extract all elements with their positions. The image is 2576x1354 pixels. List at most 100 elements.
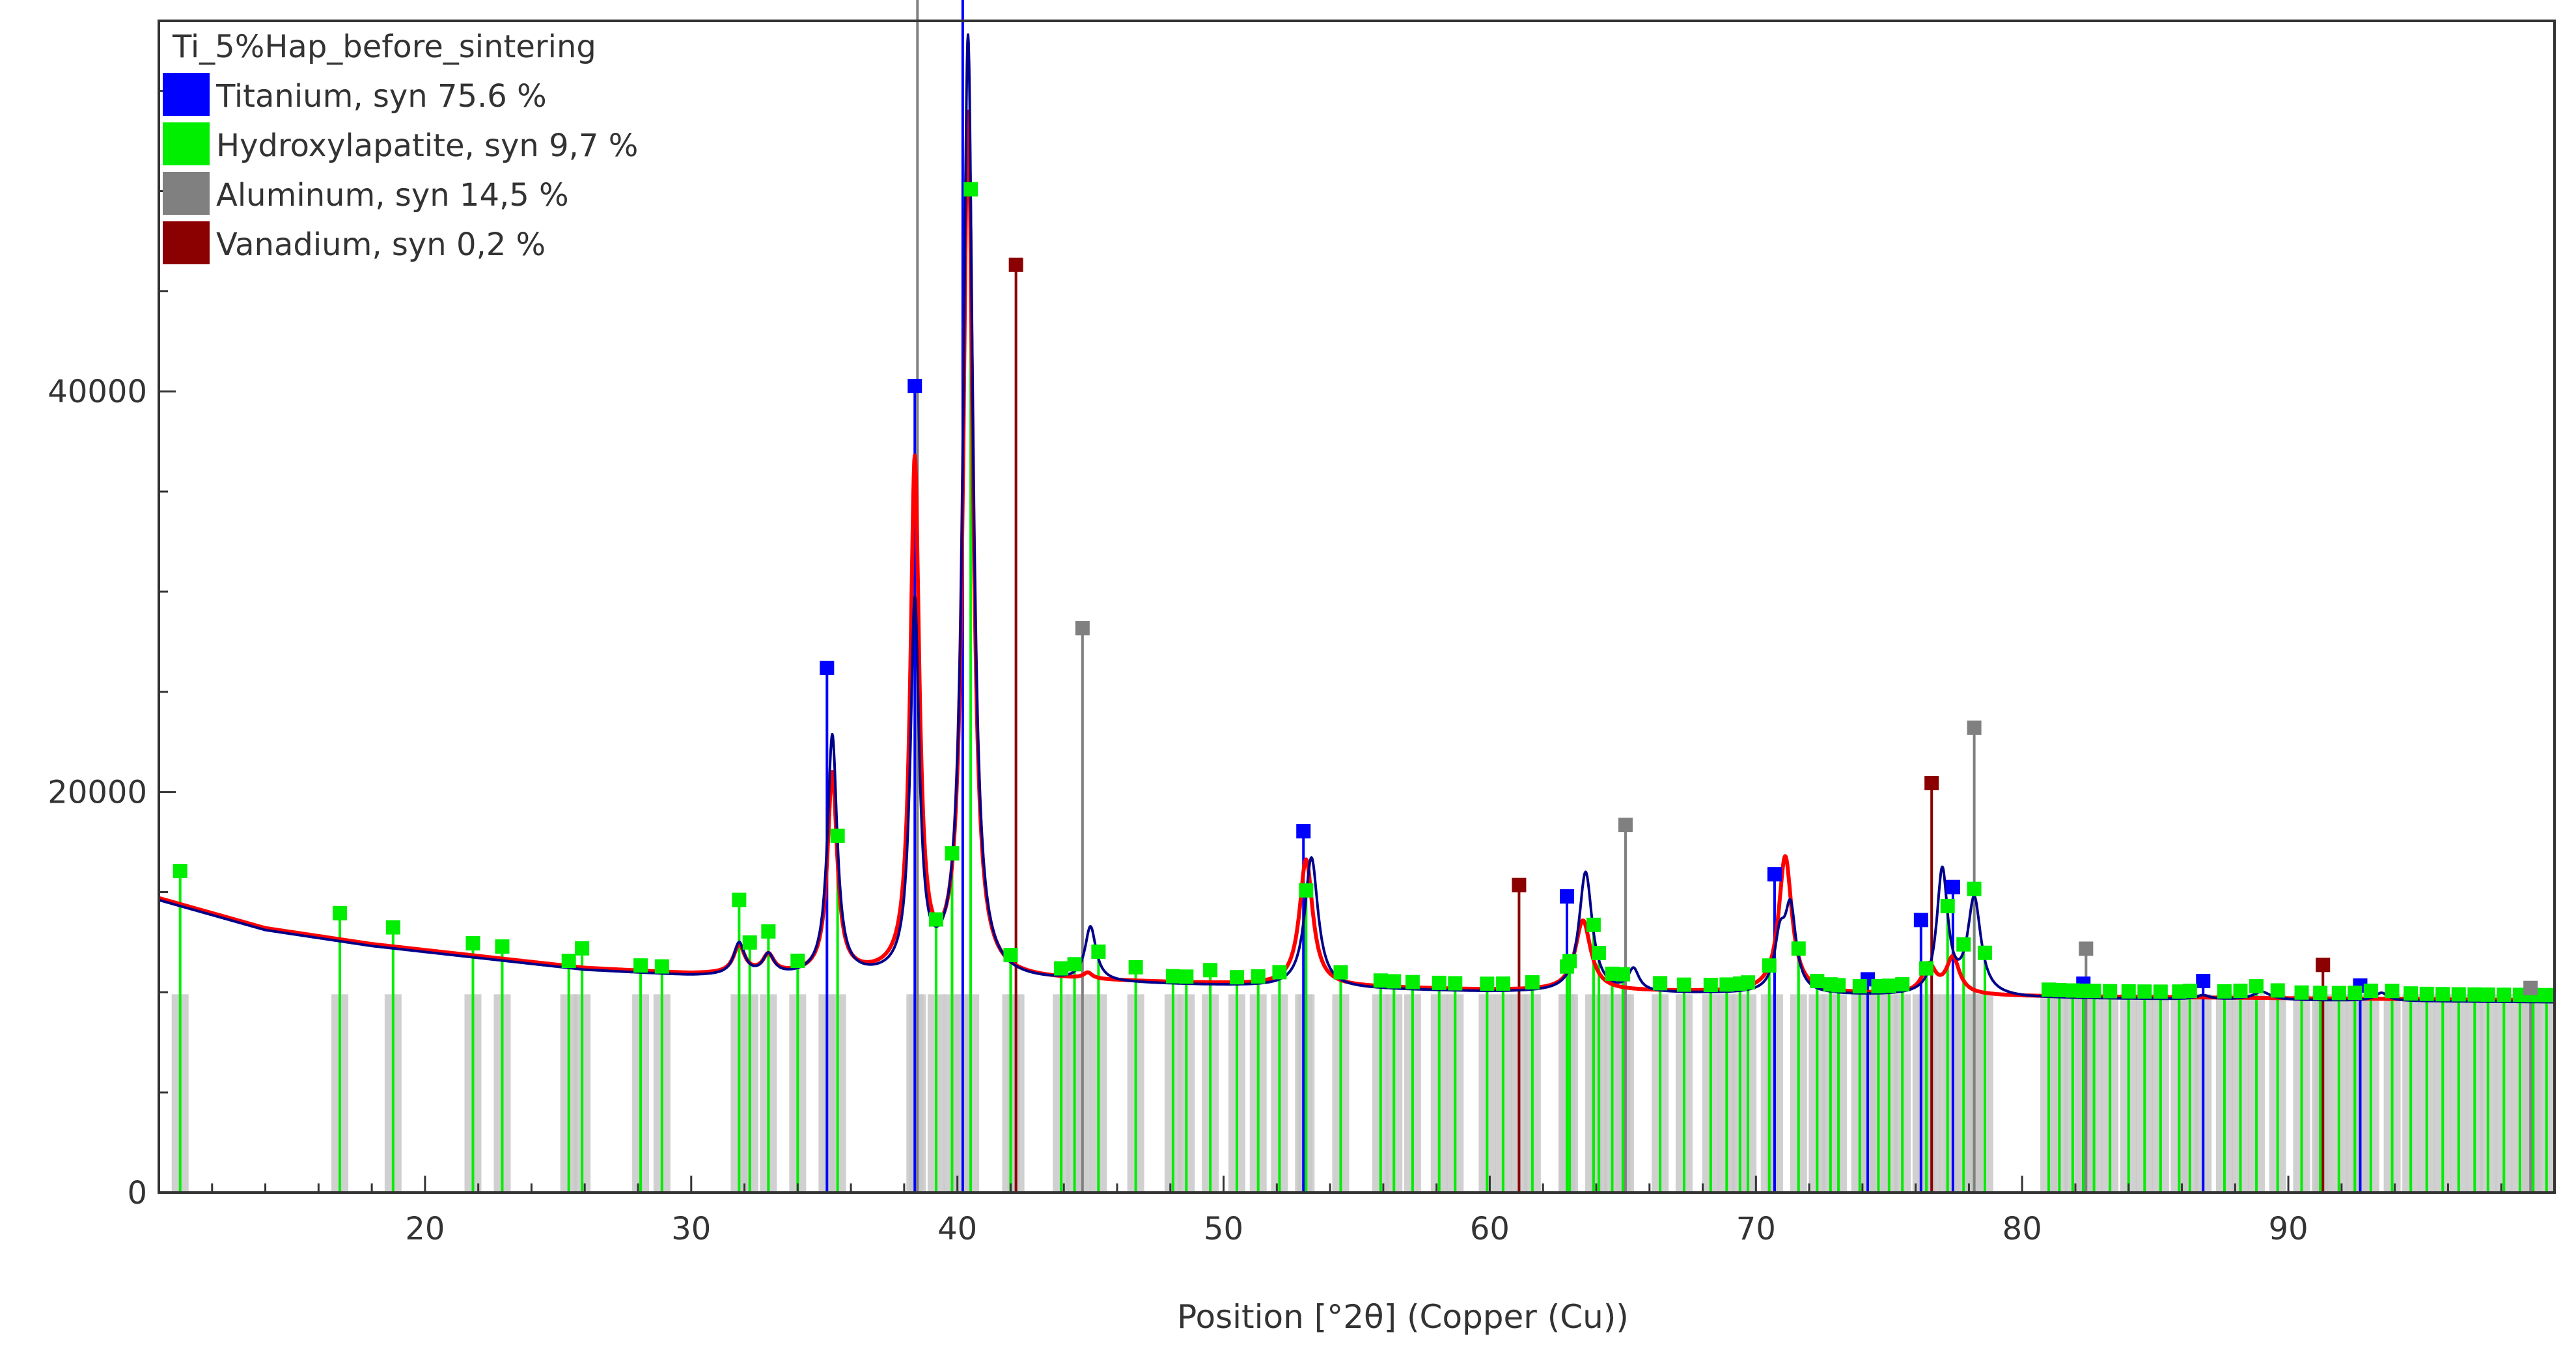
phase-marker: [1592, 945, 1607, 960]
phase-marker: [495, 939, 510, 954]
phase-marker: [1762, 958, 1777, 973]
phase-marker: [1230, 970, 1244, 985]
phase-marker: [1067, 957, 1082, 972]
phase-marker: [1373, 973, 1388, 988]
phase-marker: [1075, 621, 1090, 636]
legend-swatch: [163, 172, 210, 215]
phase-marker: [1967, 720, 1982, 735]
phase-marker: [2294, 985, 2309, 1000]
phase-marker: [654, 959, 669, 974]
phase-marker: [1618, 818, 1633, 833]
phase-marker: [907, 379, 922, 394]
phase-marker: [1203, 963, 1218, 978]
legend-swatch: [163, 122, 210, 165]
phase-marker: [1741, 975, 1756, 990]
phase-marker: [2182, 984, 2197, 999]
phase-marker: [1791, 941, 1806, 956]
phase-marker: [2419, 986, 2434, 1001]
x-tick-label: 70: [1736, 1211, 1776, 1247]
phase-marker: [945, 846, 960, 861]
phase-marker: [1272, 965, 1287, 980]
x-axis-label: Position [°2θ] (Copper (Cu)): [1177, 1298, 1629, 1336]
phase-marker: [2137, 984, 2152, 999]
phase-marker: [633, 958, 648, 973]
phase-marker: [1560, 889, 1575, 904]
legend-label: Hydroxylapatite, syn 9,7 %: [216, 128, 638, 164]
phase-marker: [2497, 988, 2512, 1002]
phase-marker: [2363, 984, 2378, 999]
phase-marker: [561, 954, 576, 969]
phase-marker: [1054, 961, 1069, 976]
phase-marker: [790, 953, 805, 968]
phase-marker: [2480, 987, 2495, 1002]
phase-marker: [2331, 986, 2346, 1001]
phase-marker: [2153, 984, 2168, 999]
phase-marker: [1299, 883, 1314, 898]
phase-marker: [385, 920, 400, 935]
phase-marker: [2217, 984, 2232, 999]
phase-markers: [173, 182, 2554, 1002]
phase-marker: [2270, 983, 2285, 998]
legend-label: Aluminum, syn 14,5 %: [216, 177, 569, 214]
phase-marker: [2313, 986, 2328, 1001]
phase-marker: [1913, 913, 1928, 928]
phase-marker: [1977, 945, 1992, 960]
phase-marker: [2086, 984, 2101, 999]
phase-marker: [1945, 879, 1960, 894]
phase-marker: [732, 892, 747, 907]
x-tick-label: 40: [937, 1211, 977, 1247]
phase-marker: [2451, 987, 2466, 1002]
phase-marker: [1831, 978, 1846, 993]
phase-marker: [2196, 974, 2211, 989]
phase-marker: [1767, 867, 1782, 882]
phase-reflection-lines: [178, 0, 2548, 1193]
phase-marker: [1956, 937, 1971, 952]
x-tick-label: 80: [2002, 1211, 2042, 1247]
x-tick-label: 30: [671, 1211, 711, 1247]
x-tick-label: 50: [1204, 1211, 1243, 1247]
phase-marker: [830, 828, 845, 843]
phase-marker: [1703, 978, 1718, 993]
phase-marker: [1432, 975, 1447, 990]
phase-marker: [1333, 965, 1348, 980]
phase-marker: [1719, 977, 1734, 992]
phase-marker: [2249, 979, 2264, 994]
legend-label: Vanadium, syn 0,2 %: [216, 227, 546, 263]
phase-marker: [1586, 917, 1601, 932]
phase-marker: [1480, 976, 1495, 991]
phase-marker: [1179, 969, 1194, 984]
phase-marker: [2103, 984, 2118, 999]
phase-marker: [1562, 954, 1577, 969]
phase-marker: [1128, 960, 1143, 974]
phase-marker: [1940, 898, 1955, 913]
phase-marker: [2079, 941, 2094, 956]
phase-marker: [820, 661, 835, 676]
phase-marker: [1919, 961, 1934, 976]
phase-marker: [1495, 976, 1510, 991]
phase-marker: [575, 941, 590, 956]
phase-marker: [1296, 823, 1311, 838]
x-tick-label: 20: [405, 1211, 445, 1247]
phase-marker: [465, 936, 480, 951]
phase-marker: [1091, 944, 1106, 959]
phase-marker: [2523, 980, 2538, 995]
phase-marker: [1512, 877, 1527, 892]
phase-marker: [742, 935, 757, 950]
phase-marker: [1405, 974, 1420, 989]
phase-marker: [1165, 969, 1180, 984]
phase-marker: [2435, 987, 2450, 1002]
y-axis: 0 20000 40000: [48, 90, 176, 1211]
phase-marker: [1448, 976, 1463, 991]
x-tick-label: 90: [2269, 1211, 2308, 1247]
phase-marker: [2467, 987, 2482, 1002]
phase-marker: [1251, 969, 1266, 984]
phase-marker: [2316, 958, 2331, 973]
phase-marker: [1895, 977, 1910, 992]
phase-marker: [1003, 948, 1018, 963]
x-axis: 20 30 40 50 60 70 80 90: [211, 1176, 2502, 1247]
phase-marker: [2052, 982, 2067, 997]
phase-marker: [1881, 978, 1896, 993]
phase-marker: [2347, 986, 2362, 1001]
phase-marker: [1653, 976, 1668, 991]
